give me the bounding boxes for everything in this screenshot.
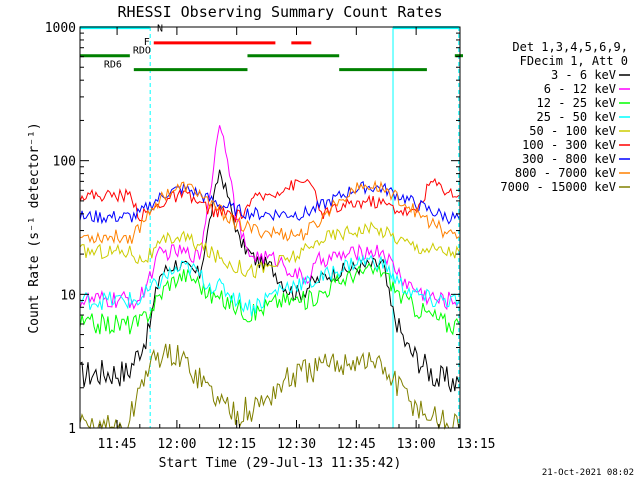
flag-label-rdo: RDO: [133, 46, 151, 57]
flag-label-rd6: RD6: [104, 60, 122, 71]
x-tick-label-12:30: 12:30: [277, 437, 316, 452]
flag-label-n: N: [157, 24, 163, 35]
series-line-6-12-kev: [79, 125, 460, 311]
y-tick-label-10: 10: [60, 288, 76, 303]
series-line-800-7000-kev: [80, 179, 460, 245]
legend-label-1: 3 - 6 keV: [551, 68, 616, 82]
series-lines: [79, 125, 460, 430]
chart-title: RHESSI Observing Summary Count Rates: [117, 3, 442, 21]
series-line-300-800-kev: [79, 180, 460, 225]
legend-label-5: 50 - 100 keV: [529, 124, 616, 138]
x-axis-label: Start Time (29-Jul-13 11:35:42): [159, 456, 402, 471]
y-axis-label: Count Rate (s⁻¹ detector⁻¹): [27, 122, 42, 333]
legend-label-4: 25 - 50 keV: [537, 110, 616, 124]
series-line-12-25-kev: [79, 262, 460, 336]
x-tick-label-11:45: 11:45: [98, 437, 137, 452]
x-tick-label-13:15: 13:15: [456, 437, 495, 452]
series-line-25-50-kev: [79, 254, 460, 317]
x-tick-label-12:15: 12:15: [217, 437, 256, 452]
legend-label-8: 800 - 7000 keV: [515, 166, 616, 180]
legend-label-7: 300 - 800 keV: [522, 152, 616, 166]
legend-label-3: 12 - 25 keV: [537, 96, 616, 110]
plot-frame: [79, 26, 461, 429]
series-line-3-6-kev: [79, 169, 460, 393]
series-line-7000-15000-kev: [79, 343, 460, 430]
x-tick-label-13:00: 13:00: [397, 437, 436, 452]
flag-label-f: F: [144, 37, 150, 48]
vertical-markers: [79, 27, 460, 428]
axes: 11:45 12:00 12:15 12:30 12:45 13:00 13:15 1 10 10…: [45, 21, 496, 452]
series-line-50-100-kev: [79, 221, 460, 279]
legend-label-6: 100 - 300 keV: [522, 138, 616, 152]
x-tick-label-12:45: 12:45: [337, 437, 376, 452]
series-line-100-300-kev: [79, 177, 460, 223]
y-tick-label-1000: 1000: [45, 21, 76, 36]
x-tick-label-12:00: 12:00: [157, 437, 196, 452]
y-tick-label-1: 1: [68, 422, 76, 437]
legend-label-9: 7000 - 15000 keV: [500, 180, 616, 194]
legend-header-line-2: FDecim 1, Att 0: [520, 54, 628, 68]
legend: Det 1,3,4,5,6,9, FDecim 1, Att 0 3 - 6 k…: [500, 40, 630, 194]
y-tick-label-100: 100: [53, 155, 76, 170]
legend-label-2: 6 - 12 keV: [544, 82, 616, 96]
render-timestamp: 21-Oct-2021 08:02: [542, 468, 634, 478]
legend-header-line-1: Det 1,3,4,5,6,9,: [512, 40, 628, 54]
